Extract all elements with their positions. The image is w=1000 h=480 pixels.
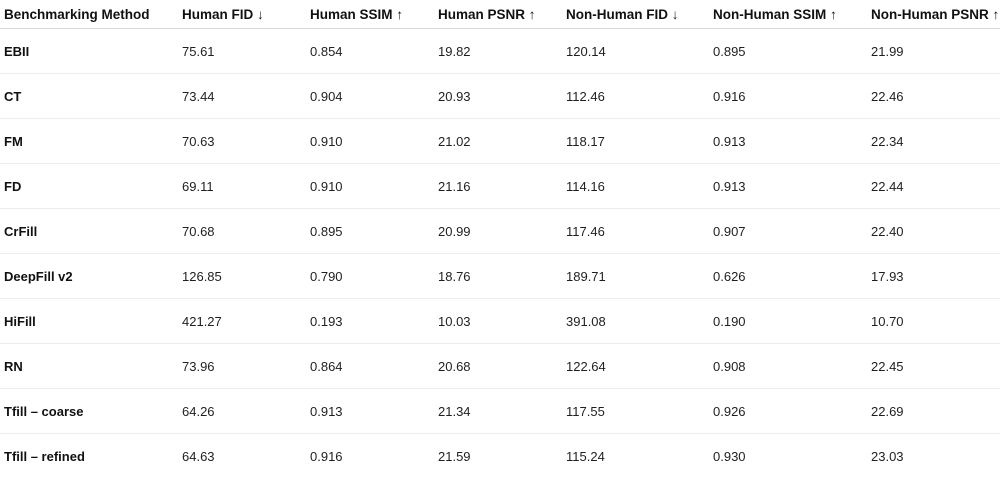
- header-row: Benchmarking Method Human FID ↓ Human SS…: [0, 0, 1000, 29]
- human-ssim-cell: 0.854: [306, 28, 434, 74]
- non-human-ssim-cell: 0.913: [709, 163, 867, 209]
- human-psnr-cell: 20.93: [434, 73, 562, 119]
- human-ssim-cell: 0.916: [310, 448, 343, 464]
- method-name: RN: [0, 343, 178, 389]
- method-name: Tfill – coarse: [0, 388, 178, 434]
- human-psnr-cell: 20.99: [434, 208, 562, 254]
- human-ssim-cell: 0.864: [306, 343, 434, 389]
- non-human-ssim-cell: 0.913: [709, 118, 867, 164]
- column-header-human-ssim: Human SSIM ↑: [306, 0, 434, 29]
- human-psnr-cell: 21.34: [434, 388, 562, 434]
- non-human-psnr-cell: 23.03: [871, 448, 904, 464]
- table-row: RN 73.96 0.864 20.68 122.64 0.908 22.45: [0, 343, 1000, 389]
- non-human-ssim-cell: 0.626: [709, 253, 867, 299]
- non-human-ssim-cell: 0.908: [709, 343, 867, 389]
- human-fid-cell: 69.11: [178, 163, 306, 209]
- table-row: Tfill – coarse 64.26 0.913 21.34 117.55 …: [0, 388, 1000, 434]
- human-ssim-cell: 0.910: [306, 118, 434, 164]
- human-ssim-cell: 0.904: [306, 73, 434, 119]
- non-human-ssim-cell: 0.930: [713, 448, 746, 464]
- table-row: CrFill 70.68 0.895 20.99 117.46 0.907 22…: [0, 208, 1000, 254]
- human-ssim-cell: 0.193: [306, 298, 434, 344]
- method-name: Tfill – refined: [4, 448, 85, 464]
- non-human-psnr-cell: 21.99: [867, 28, 1000, 74]
- table-header: Benchmarking Method Human FID ↓ Human SS…: [0, 0, 1000, 29]
- column-header-human-psnr: Human PSNR ↑: [434, 0, 562, 29]
- non-human-ssim-cell: 0.907: [709, 208, 867, 254]
- table-row: EBII 75.61 0.854 19.82 120.14 0.895 21.9…: [0, 28, 1000, 74]
- human-fid-cell: 64.26: [178, 388, 306, 434]
- human-psnr-cell: 21.59: [438, 448, 471, 464]
- non-human-fid-cell: 120.14: [562, 28, 709, 74]
- non-human-fid-cell: 122.64: [562, 343, 709, 389]
- table-row: HiFill 421.27 0.193 10.03 391.08 0.190 1…: [0, 298, 1000, 344]
- human-psnr-cell: 21.02: [434, 118, 562, 164]
- non-human-ssim-cell: 0.190: [709, 298, 867, 344]
- human-fid-cell: 73.44: [178, 73, 306, 119]
- non-human-ssim-cell: 0.895: [709, 28, 867, 74]
- human-ssim-cell: 0.895: [306, 208, 434, 254]
- non-human-fid-cell: 115.24: [566, 448, 605, 464]
- human-fid-cell: 73.96: [178, 343, 306, 389]
- human-psnr-cell: 20.68: [434, 343, 562, 389]
- human-ssim-cell: 0.913: [306, 388, 434, 434]
- human-fid-cell: 75.61: [178, 28, 306, 74]
- human-ssim-cell: 0.790: [306, 253, 434, 299]
- non-human-psnr-cell: 22.34: [867, 118, 1000, 164]
- non-human-fid-cell: 118.17: [562, 118, 709, 164]
- table-row: FD 69.11 0.910 21.16 114.16 0.913 22.44: [0, 163, 1000, 209]
- human-psnr-cell: 21.16: [434, 163, 562, 209]
- non-human-fid-cell: 391.08: [562, 298, 709, 344]
- non-human-psnr-cell: 10.70: [867, 298, 1000, 344]
- non-human-psnr-cell: 17.93: [867, 253, 1000, 299]
- human-psnr-cell: 10.03: [434, 298, 562, 344]
- human-fid-cell: 70.63: [178, 118, 306, 164]
- method-name: CT: [0, 73, 178, 119]
- non-human-fid-cell: 112.46: [562, 73, 709, 119]
- method-name: CrFill: [0, 208, 178, 254]
- human-psnr-cell: 18.76: [434, 253, 562, 299]
- human-psnr-cell: 19.82: [434, 28, 562, 74]
- non-human-psnr-cell: 22.69: [867, 388, 1000, 434]
- non-human-ssim-cell: 0.916: [709, 73, 867, 119]
- table-row: DeepFill v2 126.85 0.790 18.76 189.71 0.…: [0, 253, 1000, 299]
- column-header-non-human-fid: Non-Human FID ↓: [562, 0, 709, 29]
- column-header-human-fid: Human FID ↓: [178, 0, 306, 29]
- human-ssim-cell: 0.910: [306, 163, 434, 209]
- table-body: EBII 75.61 0.854 19.82 120.14 0.895 21.9…: [0, 28, 1000, 479]
- non-human-psnr-cell: 22.45: [867, 343, 1000, 389]
- non-human-fid-cell: 117.46: [562, 208, 709, 254]
- method-name: DeepFill v2: [0, 253, 178, 299]
- non-human-psnr-cell: 22.40: [867, 208, 1000, 254]
- method-name: HiFill: [0, 298, 178, 344]
- non-human-ssim-cell: 0.926: [709, 388, 867, 434]
- human-fid-cell: 64.63: [182, 448, 215, 464]
- non-human-psnr-cell: 22.44: [867, 163, 1000, 209]
- human-fid-cell: 126.85: [178, 253, 306, 299]
- non-human-psnr-cell: 22.46: [867, 73, 1000, 119]
- human-fid-cell: 421.27: [178, 298, 306, 344]
- column-header-non-human-ssim: Non-Human SSIM ↑: [709, 0, 867, 29]
- column-header-method: Benchmarking Method: [0, 0, 178, 29]
- table-row: Tfill – refined 64.63 0.916 21.59 115.24…: [0, 434, 1000, 479]
- table-row: FM 70.63 0.910 21.02 118.17 0.913 22.34: [0, 118, 1000, 164]
- non-human-fid-cell: 189.71: [562, 253, 709, 299]
- human-fid-cell: 70.68: [178, 208, 306, 254]
- table-row: CT 73.44 0.904 20.93 112.46 0.916 22.46: [0, 73, 1000, 119]
- method-name: FM: [0, 118, 178, 164]
- non-human-fid-cell: 117.55: [562, 388, 709, 434]
- non-human-fid-cell: 114.16: [562, 163, 709, 209]
- method-name: FD: [0, 163, 178, 209]
- method-name: EBII: [0, 28, 178, 74]
- column-header-non-human-psnr: Non-Human PSNR ↑: [867, 0, 1000, 29]
